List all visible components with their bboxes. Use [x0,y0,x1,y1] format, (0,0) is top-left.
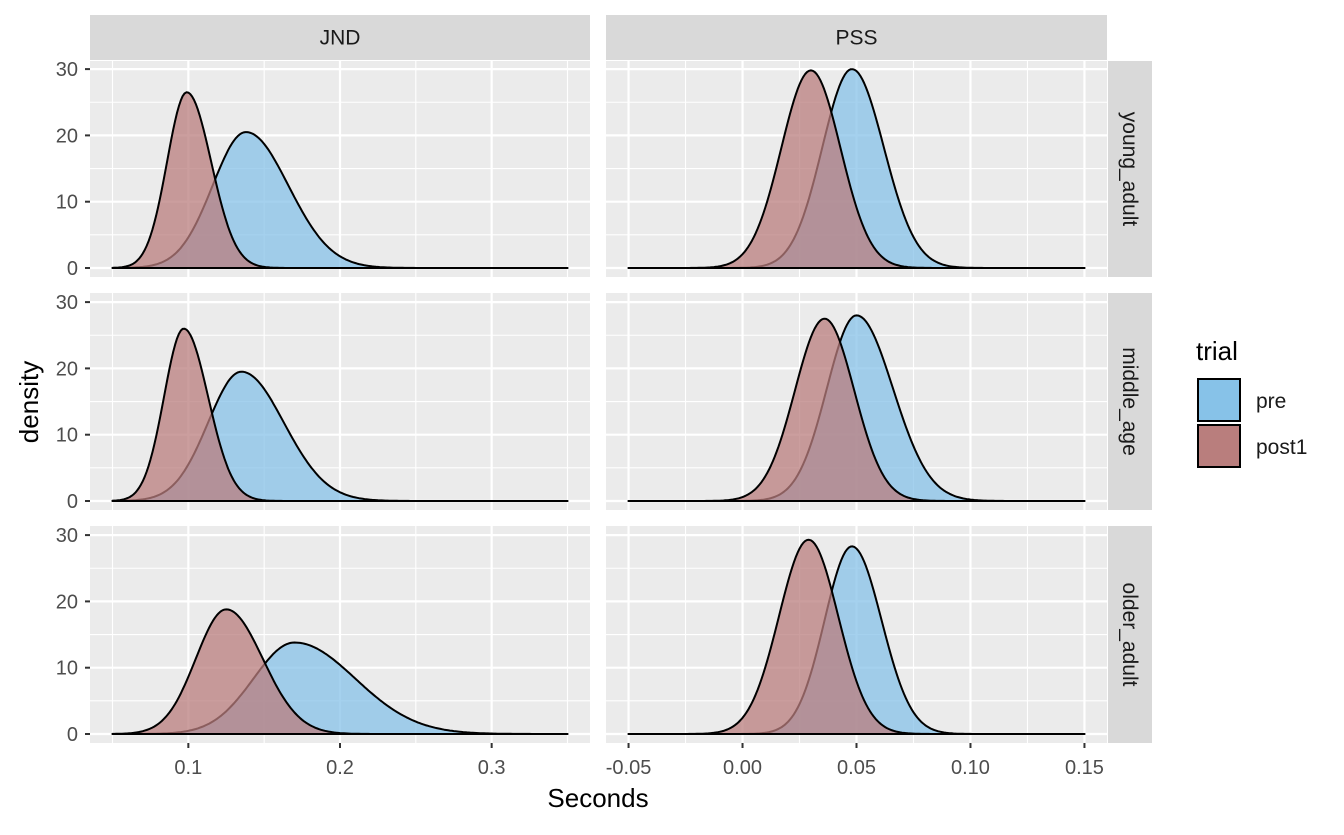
y-tick-label: 30 [56,59,78,81]
strip-label-PSS: PSS [835,27,877,50]
strip-label-older_adult: older_adult [1118,583,1141,687]
y-tick-label: 0 [67,724,78,746]
y-tick-label: 10 [56,658,78,680]
legend-title: trial [1196,336,1238,366]
y-tick-label: 20 [56,358,78,380]
density-post1-PSS-middle_age [627,317,1086,502]
density-post1-JND-young_adult [111,91,569,269]
x-tick-label: 0.15 [1065,757,1104,779]
density-post1-JND-older_adult [111,608,569,735]
strip-older_adult [1108,526,1152,743]
density-post1-JND-middle_age [111,327,569,502]
x-tick-label: 0.10 [951,757,990,779]
x-tick-label: -0.05 [606,757,652,779]
strip-label-JND: JND [320,27,361,50]
strip-label-middle_age: middle_age [1118,347,1141,456]
x-tick-label: 0.00 [723,757,762,779]
x-tick-label: 0.1 [174,757,202,779]
x-tick-label: 0.2 [326,757,354,779]
y-tick-label: 20 [56,125,78,147]
y-tick-label: 20 [56,591,78,613]
strip-middle_age [1108,293,1152,510]
strip-JND [90,15,590,60]
strip-PSS [606,15,1107,60]
strip-young_adult [1108,61,1152,277]
y-axis-title: density [14,361,44,443]
y-tick-label: 30 [56,292,78,314]
legend-label-pre: pre [1256,390,1286,413]
x-axis-title: Seconds [547,783,648,813]
density-post1-PSS-young_adult [627,69,1086,269]
strip-label-young_adult: young_adult [1118,112,1141,227]
density-post1-PSS-older_adult [627,538,1086,735]
x-tick-label: 0.3 [478,757,506,779]
legend-key-post1 [1197,424,1241,468]
x-tick-label: 0.05 [837,757,876,779]
y-tick-label: 0 [67,258,78,280]
y-tick-label: 10 [56,192,78,214]
y-tick-label: 0 [67,491,78,513]
legend: trial pre post1 [1196,336,1307,468]
legend-label-post1: post1 [1256,436,1307,459]
y-tick-label: 10 [56,425,78,447]
axes: 0 10 20 30 0 10 20 30 0 10 20 30 0.1 0.2 0.3 -0.05 0.00 0… [56,59,1104,779]
legend-key-pre [1197,378,1241,422]
panels-layer [90,61,1107,743]
facet-strips: JND PSS young_adult middle_age older_adult [90,15,1152,743]
y-tick-label: 30 [56,525,78,547]
